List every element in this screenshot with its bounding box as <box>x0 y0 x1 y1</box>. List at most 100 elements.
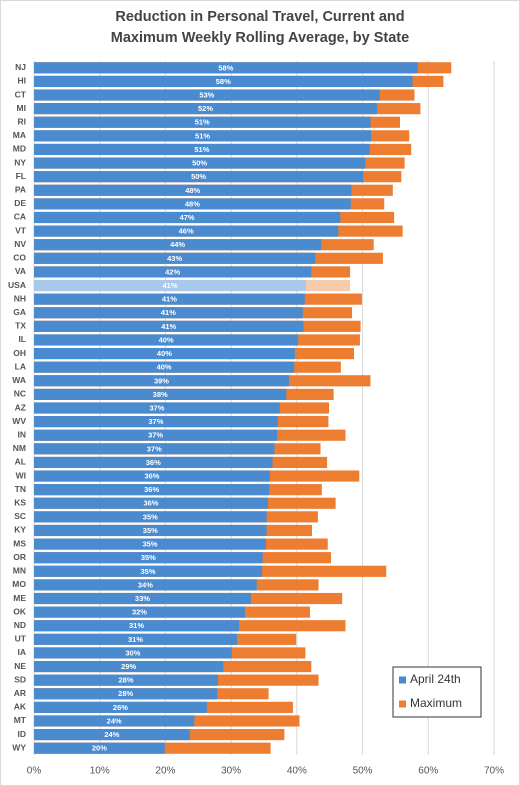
data-label: 37% <box>148 431 163 440</box>
y-tick-label: IA <box>18 647 27 657</box>
bar <box>34 266 312 278</box>
y-tick-label: MT <box>14 715 27 725</box>
bar <box>34 211 341 224</box>
bar <box>34 307 303 319</box>
data-label: 35% <box>141 567 156 576</box>
bar <box>34 715 195 727</box>
y-tick-label: OR <box>13 552 26 562</box>
y-tick-label: MD <box>13 144 26 154</box>
chart-title: Reduction in Personal Travel, Current an… <box>110 9 410 46</box>
data-label: 31% <box>128 635 143 644</box>
data-label: 35% <box>141 553 156 562</box>
data-label: 36% <box>144 472 159 481</box>
y-tick-label: NH <box>14 293 26 303</box>
y-tick-label: UT <box>15 634 27 644</box>
x-tick-label: 20% <box>155 766 175 777</box>
bar <box>34 620 240 632</box>
bar <box>34 701 207 713</box>
bar <box>34 511 267 523</box>
y-tick-label: IN <box>18 429 27 439</box>
x-tick-label: 60% <box>418 766 438 777</box>
y-tick-label: MO <box>12 579 26 589</box>
y-tick-label: SC <box>14 511 26 521</box>
data-label: 29% <box>121 662 136 671</box>
data-label: 51% <box>195 131 210 140</box>
data-label: 53% <box>199 91 214 100</box>
data-label: 20% <box>92 744 107 753</box>
bar <box>34 225 339 237</box>
y-tick-label: CA <box>14 212 26 222</box>
bar <box>34 606 245 618</box>
data-label: 38% <box>153 390 168 399</box>
data-label: 24% <box>107 716 122 725</box>
bar <box>34 470 270 482</box>
y-tick-label: NE <box>14 661 26 671</box>
y-tick-label: MI <box>17 103 26 113</box>
data-label: 48% <box>185 186 200 195</box>
data-label: 26% <box>113 703 128 712</box>
data-label: 41% <box>161 322 176 331</box>
bar <box>34 347 295 360</box>
bar <box>34 484 270 496</box>
data-label: 35% <box>142 540 157 549</box>
y-tick-label: MA <box>13 130 26 140</box>
data-label: 40% <box>159 335 174 344</box>
data-label: 40% <box>157 349 172 358</box>
y-tick-label: ID <box>18 729 27 739</box>
y-tick-label: FL <box>16 171 26 181</box>
data-label: 44% <box>170 240 185 249</box>
data-label: 51% <box>195 118 210 127</box>
bar <box>34 538 266 550</box>
x-tick-label: 0% <box>27 766 42 777</box>
data-label: 50% <box>192 159 207 168</box>
data-label: 36% <box>143 499 158 508</box>
data-label: 36% <box>146 458 161 467</box>
bar <box>34 443 275 455</box>
bar <box>34 143 370 156</box>
y-tick-label: KY <box>14 525 26 535</box>
bar <box>34 279 307 292</box>
bar <box>34 402 280 414</box>
data-label: 43% <box>167 254 182 263</box>
x-tick-label: 40% <box>287 766 307 777</box>
data-label: 46% <box>179 227 194 236</box>
bar <box>34 688 218 700</box>
data-label: 58% <box>216 77 231 86</box>
data-label: 51% <box>194 145 209 154</box>
y-tick-label: WA <box>12 375 26 385</box>
x-tick-label: 30% <box>221 766 241 777</box>
y-tick-label: MS <box>13 538 26 548</box>
bar <box>34 647 232 659</box>
y-tick-label: TN <box>15 484 26 494</box>
y-tick-label: OH <box>13 348 26 358</box>
bar <box>34 429 278 441</box>
y-tick-label: NJ <box>15 62 26 72</box>
data-label: 39% <box>154 376 169 385</box>
legend-label: April 24th <box>410 672 461 686</box>
data-label: 52% <box>198 104 213 113</box>
bar <box>34 62 418 74</box>
y-tick-label: NC <box>14 389 26 399</box>
data-label: 28% <box>118 676 133 685</box>
bar <box>34 579 257 591</box>
y-tick-label: ND <box>14 620 26 630</box>
legend-box <box>392 666 482 718</box>
bar <box>34 416 278 428</box>
bar <box>34 75 413 87</box>
y-tick-label: NY <box>14 157 26 167</box>
y-tick-label: TX <box>15 321 26 331</box>
data-label: 28% <box>118 689 133 698</box>
y-tick-label: PA <box>15 185 26 195</box>
bar <box>34 729 190 741</box>
y-tick-label: LA <box>15 361 26 371</box>
y-tick-label: SD <box>14 674 26 684</box>
bar <box>34 320 304 332</box>
bar <box>34 171 364 183</box>
x-tick-label: 50% <box>353 766 373 777</box>
y-tick-label: VT <box>15 225 27 235</box>
legend-swatch <box>399 676 406 684</box>
y-tick-label: ME <box>13 593 26 603</box>
data-label: 58% <box>218 63 233 72</box>
bar <box>34 388 287 400</box>
